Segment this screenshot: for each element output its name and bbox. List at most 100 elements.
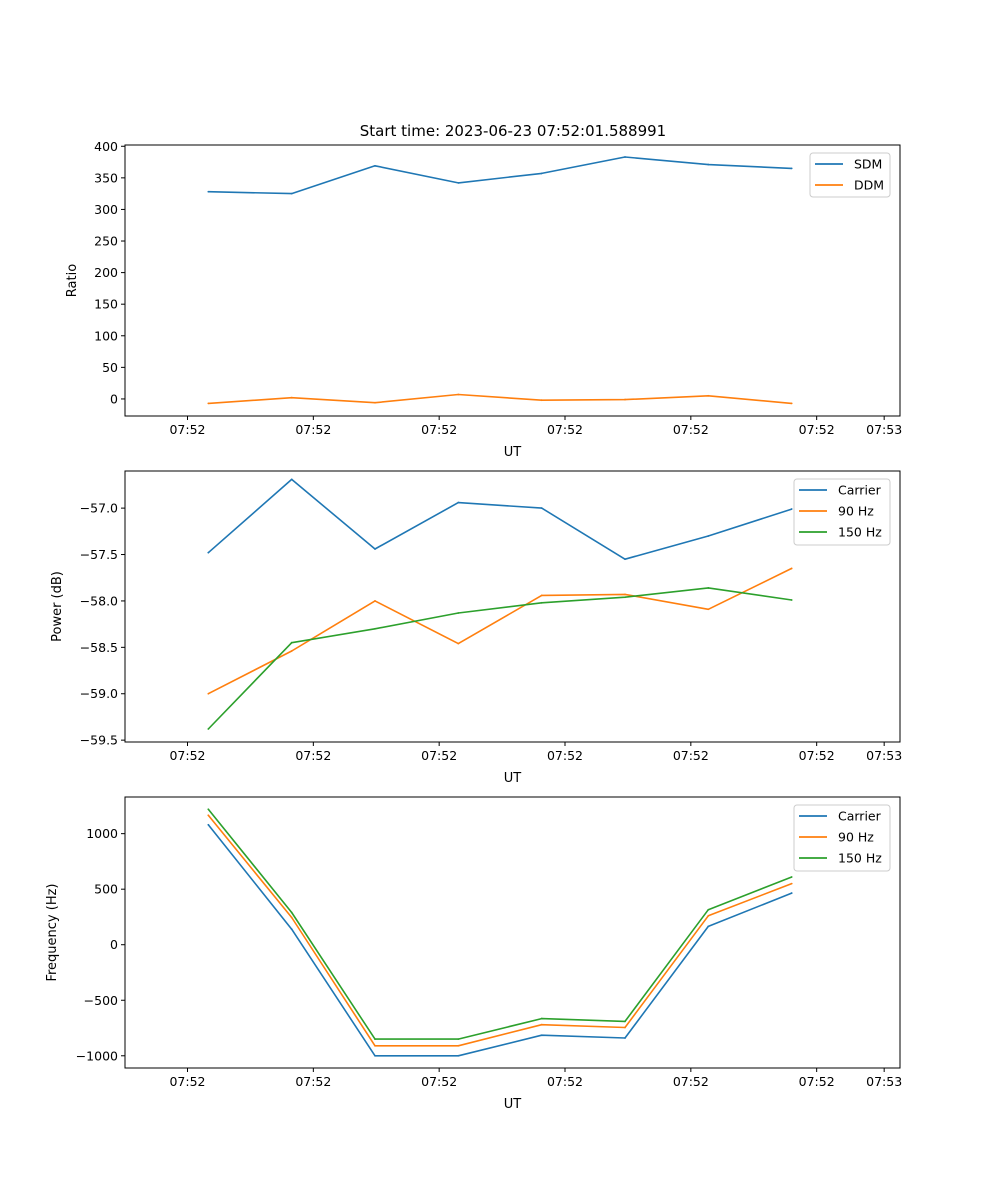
series-line-sdm xyxy=(208,156,792,195)
x-tick-label: 07:53 xyxy=(866,1074,902,1089)
data-point xyxy=(707,535,710,537)
x-tick-label: 07:52 xyxy=(169,748,205,763)
y-tick-label: 1000 xyxy=(86,826,118,841)
legend-label: 90 Hz xyxy=(838,504,874,519)
data-point xyxy=(790,567,793,570)
figure-title: Start time: 2023-06-23 07:52:01.588991 xyxy=(360,122,666,140)
data-point xyxy=(290,911,293,914)
data-point xyxy=(207,692,210,695)
data-point xyxy=(207,190,210,193)
data-point xyxy=(457,1054,460,1057)
data-point xyxy=(457,1044,460,1047)
data-point xyxy=(374,627,376,630)
data-point xyxy=(790,167,793,170)
data-point xyxy=(707,394,710,397)
data-point xyxy=(457,393,460,396)
x-tick-label: 07:52 xyxy=(799,1074,835,1089)
series-line-90-hz xyxy=(207,814,792,1047)
x-axis-label: UT xyxy=(504,445,522,460)
axes-frame xyxy=(124,470,901,743)
legend-box xyxy=(793,478,891,546)
legend-label: Carrier xyxy=(838,483,882,498)
y-tick-label: 350 xyxy=(94,170,118,185)
y-tick-label: −57.0 xyxy=(80,501,118,516)
data-point xyxy=(707,925,710,928)
y-axis-label: Frequency (Hz) xyxy=(45,883,60,981)
x-tick-label: 07:52 xyxy=(295,422,331,437)
x-tick-label: 07:52 xyxy=(421,1074,457,1089)
y-tick-label: −500 xyxy=(84,993,118,1008)
data-point xyxy=(707,608,710,611)
data-point xyxy=(540,1017,543,1020)
y-tick-label: −57.5 xyxy=(80,547,118,562)
data-point xyxy=(540,601,543,604)
x-tick-label: 07:53 xyxy=(866,748,902,763)
data-point xyxy=(624,558,626,561)
data-point xyxy=(374,1044,376,1047)
data-point xyxy=(207,814,210,817)
x-tick-label: 07:52 xyxy=(547,1074,583,1089)
y-tick-label: 0 xyxy=(110,937,118,952)
y-tick-label: 50 xyxy=(102,360,118,375)
x-tick-label: 07:52 xyxy=(169,422,205,437)
data-point xyxy=(624,1020,626,1023)
data-point xyxy=(624,1037,626,1039)
data-point xyxy=(707,908,710,911)
data-point xyxy=(624,596,626,599)
data-point xyxy=(624,156,626,158)
data-point xyxy=(207,551,210,554)
data-point xyxy=(457,1038,460,1041)
data-point xyxy=(540,399,543,402)
subplot-1: 07:52 07:52 07:52 07:52 07:52 07:52 07:53 0 50 10… xyxy=(65,139,902,460)
y-tick-label: 200 xyxy=(94,265,118,280)
data-point xyxy=(457,182,460,184)
data-point xyxy=(540,1023,543,1026)
x-tick-label: 07:52 xyxy=(547,422,583,437)
subplot-2: 07:52 07:52 07:52 07:52 07:52 07:52 07:53 −59.5… xyxy=(50,470,902,786)
legend: Carrier 90 Hz 150 Hz xyxy=(793,804,891,872)
y-tick-label: −1000 xyxy=(76,1048,118,1063)
data-point xyxy=(374,1038,376,1041)
data-point xyxy=(207,808,210,811)
subplot-3: 07:52 07:52 07:52 07:52 07:52 07:52 07:53 −1000… xyxy=(45,796,902,1112)
data-point xyxy=(457,642,460,645)
data-point xyxy=(290,916,293,919)
legend: SDM DDM xyxy=(809,152,891,198)
series-line-90-hz xyxy=(207,567,793,695)
data-point xyxy=(707,587,710,589)
data-point xyxy=(290,192,293,195)
legend-box xyxy=(793,804,891,872)
y-tick-label: −58.5 xyxy=(80,640,118,655)
series-line-carrier xyxy=(207,478,792,561)
x-tick-label: 07:52 xyxy=(295,1074,331,1089)
legend-label: DDM xyxy=(854,178,884,193)
legend-label: 150 Hz xyxy=(838,851,882,866)
data-point xyxy=(374,164,376,167)
legend-label: 150 Hz xyxy=(838,525,882,540)
data-point xyxy=(540,594,543,597)
series-line-150-hz xyxy=(207,808,792,1040)
x-tick-label: 07:52 xyxy=(421,422,457,437)
data-point xyxy=(290,478,293,481)
y-tick-label: 100 xyxy=(94,328,118,343)
legend: Carrier 90 Hz 150 Hz xyxy=(793,478,891,546)
x-tick-label: 07:52 xyxy=(673,1074,709,1089)
data-point xyxy=(540,1034,543,1037)
x-tick-label: 07:52 xyxy=(547,748,583,763)
subplots: 07:52 07:52 07:52 07:52 07:52 07:52 07:53 0 50 10… xyxy=(45,139,902,1112)
y-tick-label: 400 xyxy=(94,139,118,154)
y-tick-label: −58.0 xyxy=(80,593,118,608)
y-tick-label: 0 xyxy=(110,391,118,406)
series-line-carrier xyxy=(207,824,792,1057)
data-point xyxy=(207,728,210,730)
axes-frame xyxy=(124,796,901,1069)
x-axis-label: UT xyxy=(504,771,522,786)
data-point xyxy=(790,508,793,510)
data-point xyxy=(374,548,376,550)
data-point xyxy=(374,1054,376,1057)
series-line-ddm xyxy=(208,393,792,405)
data-point xyxy=(707,163,710,166)
legend-label: Carrier xyxy=(838,809,882,824)
data-point xyxy=(207,402,210,405)
